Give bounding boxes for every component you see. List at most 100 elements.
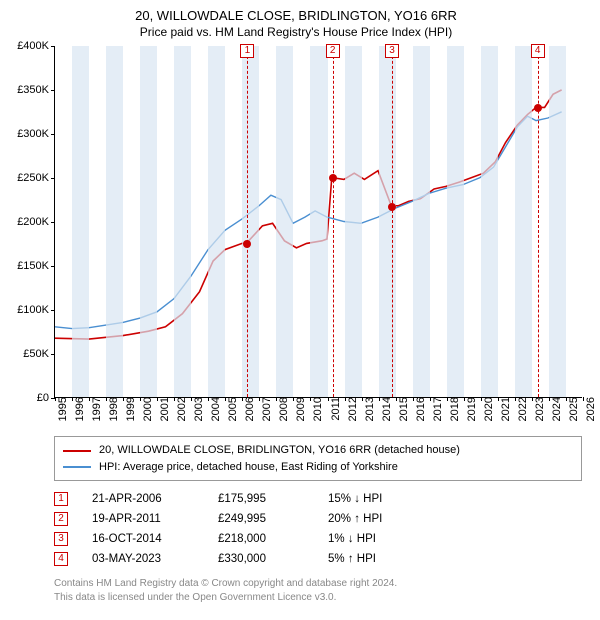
x-axis-tick — [566, 397, 567, 401]
legend-label: 20, WILLOWDALE CLOSE, BRIDLINGTON, YO16 … — [99, 442, 460, 459]
y-axis-label: £100K — [11, 304, 55, 316]
x-axis-tick — [140, 397, 141, 401]
year-shade — [310, 46, 327, 397]
x-axis-tick — [328, 397, 329, 401]
y-axis-tick — [51, 354, 55, 355]
event-marker: 3 — [385, 44, 399, 58]
footer-line-2: This data is licensed under the Open Gov… — [54, 591, 582, 605]
x-axis-label: 2024 — [551, 397, 563, 421]
x-axis-tick — [379, 397, 380, 401]
x-axis-label: 2025 — [568, 397, 580, 421]
x-axis-label: 2005 — [227, 397, 239, 421]
year-shade — [379, 46, 396, 397]
event-price: £175,995 — [218, 493, 318, 505]
x-axis-label: 1999 — [125, 397, 137, 421]
x-axis-label: 2010 — [312, 397, 324, 421]
x-axis-tick — [276, 397, 277, 401]
x-axis-label: 2003 — [193, 397, 205, 421]
year-shade — [276, 46, 293, 397]
x-axis-label: 2017 — [432, 397, 444, 421]
x-axis-label: 1998 — [108, 397, 120, 421]
x-axis-tick — [89, 397, 90, 401]
x-axis-label: 2011 — [330, 397, 342, 421]
title-subtitle: Price paid vs. HM Land Registry's House … — [8, 25, 584, 41]
year-shade — [72, 46, 89, 397]
x-axis-tick — [208, 397, 209, 401]
x-axis-label: 2020 — [483, 397, 495, 421]
event-dot — [388, 203, 396, 211]
year-shade — [140, 46, 157, 397]
event-row: 219-APR-2011£249,99520% ↑ HPI — [54, 509, 582, 529]
year-shade — [242, 46, 259, 397]
event-pct: 1% ↓ HPI — [328, 533, 438, 545]
y-axis-label: £0 — [11, 392, 55, 404]
x-axis-tick — [259, 397, 260, 401]
x-axis-label: 2022 — [517, 397, 529, 421]
x-axis-label: 2009 — [295, 397, 307, 421]
x-axis-label: 2013 — [364, 397, 376, 421]
year-shade — [549, 46, 566, 397]
x-axis-label: 2014 — [381, 397, 393, 421]
event-dashline — [538, 46, 539, 397]
chart-area: £0£50K£100K£150K£200K£250K£300K£350K£400… — [54, 46, 582, 426]
event-dot — [329, 174, 337, 182]
y-axis-tick — [51, 310, 55, 311]
event-row: 4 03-MAY-2023 £330,000 5% ↑ HPI — [54, 549, 582, 569]
legend-swatch — [63, 450, 91, 452]
y-axis-tick — [51, 134, 55, 135]
x-axis-tick — [430, 397, 431, 401]
y-axis-tick — [51, 178, 55, 179]
x-axis-tick — [464, 397, 465, 401]
event-price: £330,000 — [218, 553, 318, 565]
x-axis-tick — [345, 397, 346, 401]
event-dashline — [333, 46, 334, 397]
y-axis-label: £50K — [11, 348, 55, 360]
x-axis-tick — [293, 397, 294, 401]
legend-swatch — [63, 466, 91, 468]
x-axis-tick — [72, 397, 73, 401]
event-price: £218,000 — [218, 533, 318, 545]
event-marker: 1 — [240, 44, 254, 58]
event-number: 4 — [54, 552, 68, 566]
x-axis-label: 2006 — [244, 397, 256, 421]
x-axis-label: 2007 — [261, 397, 273, 421]
legend-row: 20, WILLOWDALE CLOSE, BRIDLINGTON, YO16 … — [63, 442, 573, 459]
x-axis-tick — [157, 397, 158, 401]
event-pct: 5% ↑ HPI — [328, 553, 438, 565]
y-axis-tick — [51, 222, 55, 223]
event-dashline — [247, 46, 248, 397]
x-axis-label: 2000 — [142, 397, 154, 421]
event-number: 2 — [54, 512, 68, 526]
x-axis-label: 2016 — [415, 397, 427, 421]
y-axis-label: £350K — [11, 84, 55, 96]
y-axis-label: £250K — [11, 172, 55, 184]
event-dashline — [392, 46, 393, 397]
x-axis-tick — [447, 397, 448, 401]
event-date: 21-APR-2006 — [78, 493, 208, 505]
footer-attribution: Contains HM Land Registry data © Crown c… — [54, 577, 582, 604]
x-axis-tick — [549, 397, 550, 401]
x-axis-tick — [225, 397, 226, 401]
x-axis-tick — [55, 397, 56, 401]
event-date: 03-MAY-2023 — [78, 553, 208, 565]
year-shade — [515, 46, 532, 397]
x-axis-tick — [242, 397, 243, 401]
y-axis-tick — [51, 46, 55, 47]
plot-region: £0£50K£100K£150K£200K£250K£300K£350K£400… — [54, 46, 582, 398]
x-axis-label: 2023 — [534, 397, 546, 421]
footer-line-1: Contains HM Land Registry data © Crown c… — [54, 577, 582, 591]
x-axis-tick — [413, 397, 414, 401]
title-address: 20, WILLOWDALE CLOSE, BRIDLINGTON, YO16 … — [8, 8, 584, 25]
event-date: 19-APR-2011 — [78, 513, 208, 525]
event-date: 16-OCT-2014 — [78, 533, 208, 545]
x-axis-tick — [481, 397, 482, 401]
x-axis-tick — [191, 397, 192, 401]
y-axis-label: £400K — [11, 40, 55, 52]
x-axis-tick — [532, 397, 533, 401]
x-axis-label: 1995 — [57, 397, 69, 421]
event-table: 121-APR-2006£175,99515% ↓ HPI219-APR-201… — [54, 489, 582, 569]
y-axis-label: £150K — [11, 260, 55, 272]
x-axis-tick — [396, 397, 397, 401]
x-axis-label: 2026 — [585, 397, 597, 421]
y-axis-tick — [51, 90, 55, 91]
